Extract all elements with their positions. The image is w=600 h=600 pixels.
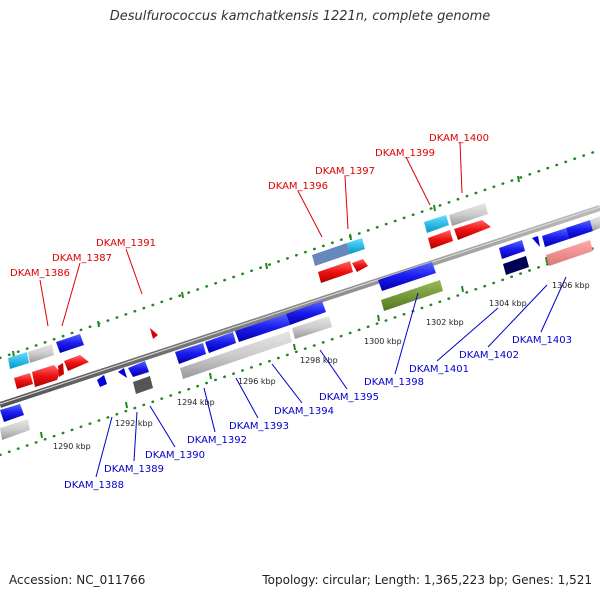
scale-label: 1290 kbp <box>53 442 91 451</box>
gene-label[interactable]: DKAM_1402 <box>459 350 519 361</box>
gene-red-arrow[interactable] <box>64 355 89 371</box>
gene-1397[interactable] <box>347 238 365 254</box>
scale-label: 1306 kbp <box>552 281 590 290</box>
gene-label[interactable]: DKAM_1388 <box>64 480 124 491</box>
genome-summary-text: Topology: circular; Length: 1,365,223 bp… <box>262 573 592 587</box>
accession-text: Accession: NC_011766 <box>9 573 146 587</box>
gene-blue-m4[interactable] <box>286 301 326 325</box>
gene-rev-left[interactable] <box>0 404 24 422</box>
gene-1390a[interactable] <box>128 361 149 377</box>
gene-1403a[interactable] <box>542 228 569 247</box>
gene-1392[interactable] <box>180 331 292 379</box>
gene-1399[interactable] <box>424 215 449 233</box>
gene-1402[interactable] <box>532 236 540 247</box>
gene-1389[interactable] <box>118 368 127 378</box>
gene-label[interactable]: DKAM_1398 <box>364 377 424 388</box>
gene-label[interactable]: DKAM_1392 <box>187 435 247 446</box>
lower-scale-track <box>0 244 600 457</box>
lower-scale-ticks <box>40 256 548 439</box>
gene-label[interactable]: DKAM_1390 <box>145 450 205 461</box>
scale-labels: 1290 kbp 1292 kbp 1294 kbp 1296 kbp 1298… <box>53 281 590 451</box>
gene-1387[interactable] <box>14 373 33 389</box>
gene-1387b[interactable] <box>32 365 60 387</box>
gene-label[interactable]: DKAM_1403 <box>512 335 572 346</box>
gene-red-tiny[interactable] <box>352 259 368 272</box>
gene-label[interactable]: DKAM_1393 <box>229 421 289 432</box>
upper-scale-ticks <box>12 175 520 358</box>
gene-1396[interactable] <box>312 243 350 266</box>
genome-backbone <box>0 205 600 408</box>
gene-1386-gray[interactable] <box>28 344 54 363</box>
scale-label: 1302 kbp <box>426 318 464 327</box>
scale-label: 1292 kbp <box>115 419 153 428</box>
reverse-gene-labels: DKAM_1388 DKAM_1389 DKAM_1390 DKAM_1392 … <box>64 335 572 491</box>
gene-label[interactable]: DKAM_1386 <box>10 268 70 279</box>
gene-rev-left-gray[interactable] <box>0 419 30 440</box>
gene-right-gray[interactable] <box>590 216 600 231</box>
gene-label[interactable]: DKAM_1400 <box>429 133 489 144</box>
gene-1401[interactable] <box>499 240 525 259</box>
gene-1400-red[interactable] <box>454 220 491 240</box>
gene-label[interactable]: DKAM_1399 <box>375 148 435 159</box>
gene-1398-green[interactable] <box>381 280 443 311</box>
gene-features <box>0 203 600 440</box>
gene-blue-m2[interactable] <box>205 332 236 353</box>
scale-label: 1300 kbp <box>364 337 402 346</box>
forward-leaders <box>39 141 463 327</box>
gene-label[interactable]: DKAM_1396 <box>268 181 328 192</box>
gene-1398[interactable] <box>378 262 436 291</box>
gene-1388[interactable] <box>97 375 107 387</box>
gene-1396-red[interactable] <box>318 261 353 283</box>
gene-red-small[interactable] <box>58 363 64 377</box>
forward-gene-labels: DKAM_1386 DKAM_1387 DKAM_1391 DKAM_1396 … <box>10 133 489 279</box>
gene-label[interactable]: DKAM_1401 <box>409 364 469 375</box>
scale-label: 1298 kbp <box>300 356 338 365</box>
gene-blue-l1[interactable] <box>56 334 84 353</box>
gene-1386[interactable] <box>8 352 29 369</box>
gene-label[interactable]: DKAM_1391 <box>96 238 156 249</box>
gene-1403b[interactable] <box>566 220 593 239</box>
gene-1395[interactable] <box>292 316 332 339</box>
scale-label: 1294 kbp <box>177 398 215 407</box>
gene-label[interactable]: DKAM_1395 <box>319 392 379 403</box>
reverse-leaders <box>95 276 567 478</box>
gene-blue-m1[interactable] <box>175 343 206 364</box>
genome-title: Desulfurococcus kamchatkensis 1221n, com… <box>109 9 491 24</box>
scale-label: 1296 kbp <box>238 377 276 386</box>
gene-label[interactable]: DKAM_1389 <box>104 464 164 475</box>
scale-label: 1304 kbp <box>489 299 527 308</box>
gene-label[interactable]: DKAM_1397 <box>315 166 375 177</box>
gene-label[interactable]: DKAM_1387 <box>52 253 112 264</box>
gene-1401b[interactable] <box>503 256 529 275</box>
gene-1399-red[interactable] <box>428 230 453 249</box>
gene-1400[interactable] <box>449 203 488 226</box>
gene-1390[interactable] <box>133 376 153 394</box>
gene-label[interactable]: DKAM_1394 <box>274 406 334 417</box>
gene-blue-m3[interactable] <box>235 314 290 342</box>
gene-1391[interactable] <box>150 328 158 339</box>
upper-scale-track <box>0 148 600 360</box>
gene-1403-pink[interactable] <box>546 240 593 266</box>
